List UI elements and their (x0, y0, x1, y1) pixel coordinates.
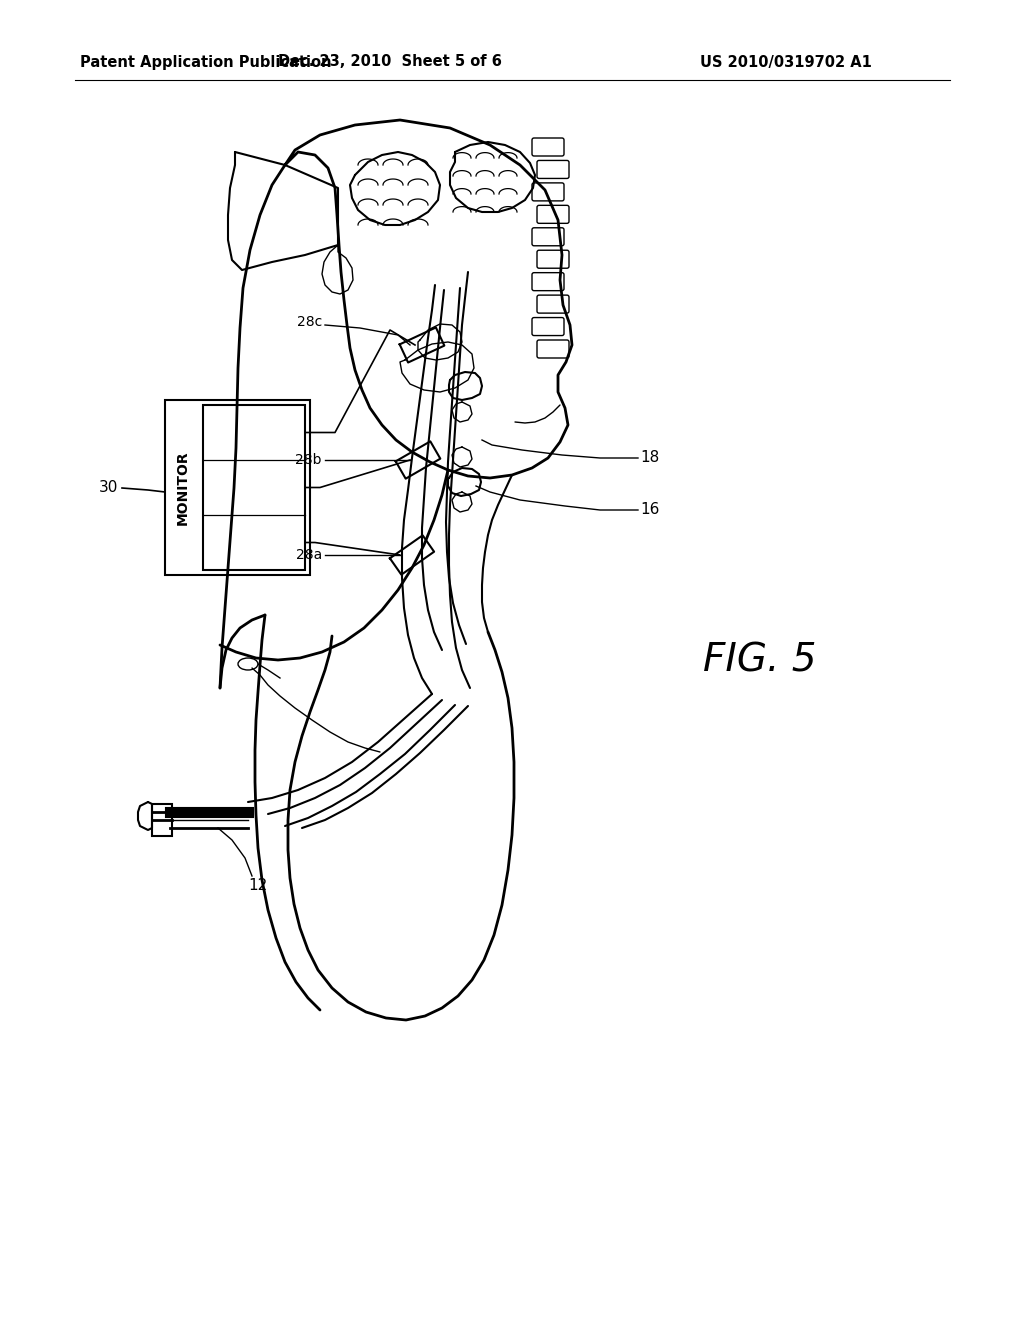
Text: Patent Application Publication: Patent Application Publication (80, 54, 332, 70)
Text: US 2010/0319702 A1: US 2010/0319702 A1 (700, 54, 871, 70)
FancyBboxPatch shape (537, 206, 569, 223)
FancyBboxPatch shape (537, 341, 569, 358)
FancyBboxPatch shape (537, 161, 569, 178)
FancyBboxPatch shape (532, 228, 564, 246)
Text: 12: 12 (248, 878, 267, 894)
Bar (165, 400, 310, 576)
Text: Dec. 23, 2010  Sheet 5 of 6: Dec. 23, 2010 Sheet 5 of 6 (279, 54, 502, 70)
Text: MONITOR: MONITOR (176, 450, 190, 525)
Text: 28c: 28c (297, 315, 322, 329)
Text: 28a: 28a (296, 548, 322, 562)
Text: FIG. 5: FIG. 5 (703, 642, 817, 678)
Text: 28b: 28b (296, 453, 322, 467)
Text: 16: 16 (640, 503, 659, 517)
FancyBboxPatch shape (537, 296, 569, 313)
Text: 18: 18 (640, 450, 659, 466)
FancyBboxPatch shape (532, 318, 564, 335)
Bar (203, 405, 305, 570)
Text: 30: 30 (98, 480, 118, 495)
Bar (152, 804, 172, 836)
FancyBboxPatch shape (532, 273, 564, 290)
FancyBboxPatch shape (532, 139, 564, 156)
FancyBboxPatch shape (537, 251, 569, 268)
FancyBboxPatch shape (532, 183, 564, 201)
